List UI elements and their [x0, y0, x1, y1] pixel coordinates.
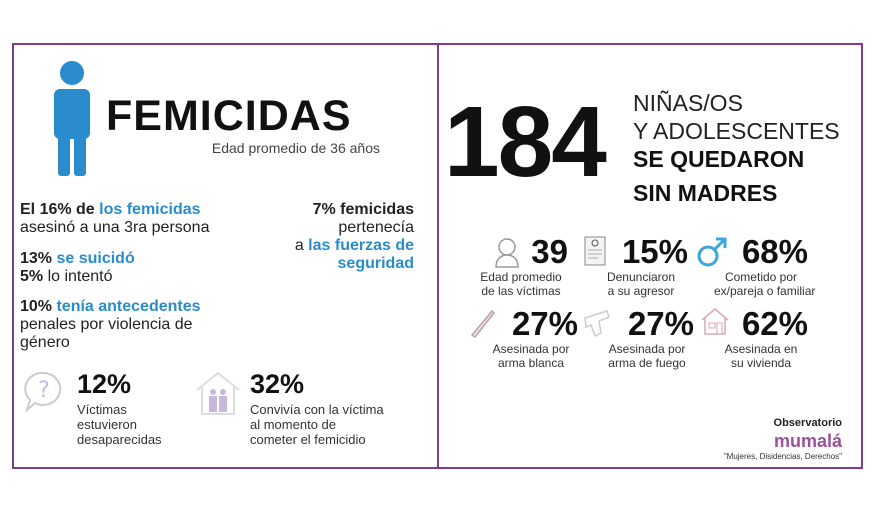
stat-text: las fuerzas de	[308, 237, 414, 254]
person-icon	[54, 61, 90, 176]
stat-label: ex/pareja o familiar	[714, 284, 816, 298]
document-icon	[584, 236, 606, 266]
mumala-logo: Observatorio mumalá "Mujeres, Disidencia…	[680, 416, 842, 462]
logo-tagline: "Mujeres, Disidencias, Derechos"	[723, 452, 842, 461]
male-symbol-icon	[697, 237, 727, 267]
stat-text: 5%	[20, 268, 48, 285]
stat-7: 7% femicidas pertenecía a las fuerzas de…	[250, 201, 414, 273]
stat-value: 68%	[741, 233, 808, 270]
headline-line: SIN MADRES	[633, 180, 778, 206]
logo-label: Observatorio	[773, 417, 842, 429]
stat-text: género	[20, 334, 70, 351]
gun-icon	[584, 310, 610, 338]
stat-text: asesinó a una 3ra persona	[20, 219, 210, 236]
stat-label: al momento de	[250, 417, 336, 432]
stat-label: Asesinada por	[608, 342, 686, 356]
stat-text: 10%	[20, 298, 57, 315]
svg-text:?: ?	[38, 378, 50, 403]
stat-text: lo intentó	[47, 268, 113, 285]
stat-text: 13%	[20, 250, 57, 267]
stat-16: El 16% de los femicidas asesinó a una 3r…	[20, 201, 209, 237]
stat-label: Cometido por	[724, 270, 798, 284]
subtitle: Edad promedio de 36 años	[211, 140, 380, 156]
page-title: FEMICIDAS	[106, 92, 352, 140]
stat-text: a	[294, 237, 309, 254]
stat-label: arma de fuego	[608, 356, 686, 370]
stat-label: desaparecidas	[77, 432, 162, 447]
stat-text: penales por violencia de	[20, 316, 193, 333]
knife-icon	[470, 309, 496, 338]
stat-label: a su agresor	[607, 284, 675, 298]
headline-line: NIÑAS/OS	[633, 90, 743, 116]
stat-value: 32%	[250, 369, 305, 399]
panel-divider	[437, 43, 439, 469]
stat-value: 27%	[627, 305, 694, 342]
stat-label: su vivienda	[730, 356, 792, 370]
stat-12: 12% Víctimas estuvieron desaparecidas	[77, 370, 162, 447]
house-icon	[701, 308, 729, 335]
stat-label: de las víctimas	[481, 284, 561, 298]
stat-62: 62% Asesinada en su vivienda	[696, 305, 808, 371]
headline-line: Y ADOLESCENTES	[633, 118, 840, 144]
stat-text: pertenecía	[338, 219, 414, 236]
stat-text: tenía antecedentes	[56, 298, 201, 315]
stat-label: cometer el femicidio	[250, 432, 366, 447]
stat-label: estuvieron	[77, 417, 137, 432]
stat-15: 15% Denunciaron a su agresor	[576, 233, 688, 299]
stat-value: 62%	[741, 305, 808, 342]
stat-label: Asesinada por	[492, 342, 570, 356]
stat-label: Asesinada en	[724, 342, 798, 356]
stat-39: 39 Edad promedio de las víctimas	[456, 233, 568, 299]
stat-value: 27%	[511, 305, 578, 342]
stat-label: Denunciaron	[606, 270, 676, 284]
stat-68: 68% Cometido por ex/pareja o familiar	[696, 233, 816, 299]
stat-text: 7% femicidas	[312, 201, 414, 218]
stat-text: seguridad	[337, 255, 414, 272]
stat-value: 15%	[621, 233, 688, 270]
headline-number: 184	[444, 86, 607, 198]
stat-label: Convivía con la víctima	[250, 402, 384, 417]
stat-text: El 16% de	[20, 201, 100, 218]
family-house-icon	[196, 371, 240, 415]
stat-value: 12%	[77, 369, 132, 399]
woman-icon	[495, 238, 519, 268]
stat-label: arma blanca	[497, 356, 565, 370]
stat-27-knife: 27% Asesinada por arma blanca	[466, 305, 578, 371]
stat-10: 10% tenía antecedentes penales por viole…	[20, 298, 201, 352]
question-bubble-icon: ?	[24, 371, 62, 414]
stat-value: 39	[531, 233, 568, 270]
headline-line: SE QUEDARON	[633, 146, 805, 172]
stat-13: 13% se suicidó 5% lo intentó	[20, 250, 135, 286]
stat-label: Edad promedio	[480, 270, 562, 284]
stat-text: los femicidas	[99, 201, 201, 218]
stat-27-gun: 27% Asesinada por arma de fuego	[582, 305, 694, 371]
stat-text: se suicidó	[56, 250, 135, 267]
logo-brand: mumalá	[773, 431, 842, 451]
stat-label: Víctimas	[77, 402, 127, 417]
stat-32: 32% Convivía con la víctima al momento d…	[250, 370, 384, 447]
